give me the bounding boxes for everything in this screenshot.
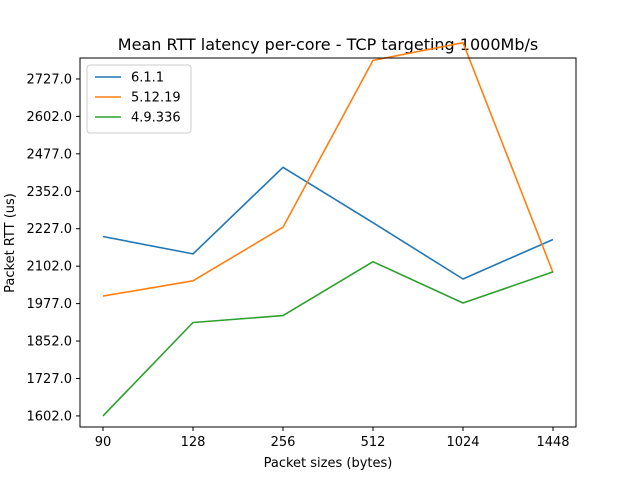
y-tick-label: 2102.0 xyxy=(27,260,73,275)
y-tick-label: 2227.0 xyxy=(27,222,73,237)
chart-title: Mean RTT latency per-core - TCP targetin… xyxy=(118,35,538,54)
series-line-5-12-19 xyxy=(102,41,554,297)
y-axis-label: Packet RTT (us) xyxy=(3,193,18,293)
y-tick-label: 2477.0 xyxy=(27,147,73,162)
y-tick-label: 2602.0 xyxy=(27,110,73,125)
x-axis-label: Packet sizes (bytes) xyxy=(264,456,393,471)
x-tick-label: 512 xyxy=(361,435,386,450)
legend: 6.1.1 5.12.19 4.9.336 xyxy=(86,64,192,134)
series-line-6-1-1 xyxy=(102,166,554,280)
y-tick-label: 2352.0 xyxy=(27,185,73,200)
y-tick-label: 1602.0 xyxy=(27,409,73,424)
x-axis-ticks: 90 128 256 512 1024 1448 xyxy=(95,427,570,450)
x-tick-label: 90 xyxy=(95,435,112,450)
y-tick-label: 2727.0 xyxy=(27,72,73,87)
series-line-4-9-336 xyxy=(102,260,554,417)
legend-label: 5.12.19 xyxy=(131,91,181,106)
x-tick-label: 256 xyxy=(271,435,296,450)
y-tick-label: 1852.0 xyxy=(27,335,73,350)
legend-box xyxy=(86,64,192,134)
x-tick-label: 1448 xyxy=(536,435,569,450)
plot-frame xyxy=(79,57,577,428)
x-tick-label: 1024 xyxy=(446,435,479,450)
y-axis-ticks: 1602.0 1727.0 1852.0 1977.0 2102.0 2227.0 2352… xyxy=(27,72,80,424)
legend-label: 6.1.1 xyxy=(131,71,164,86)
y-tick-label: 1727.0 xyxy=(27,372,73,387)
x-tick-label: 128 xyxy=(181,435,206,450)
legend-label: 4.9.336 xyxy=(131,111,181,126)
plot-lines xyxy=(102,41,554,417)
y-tick-label: 1977.0 xyxy=(27,297,73,312)
